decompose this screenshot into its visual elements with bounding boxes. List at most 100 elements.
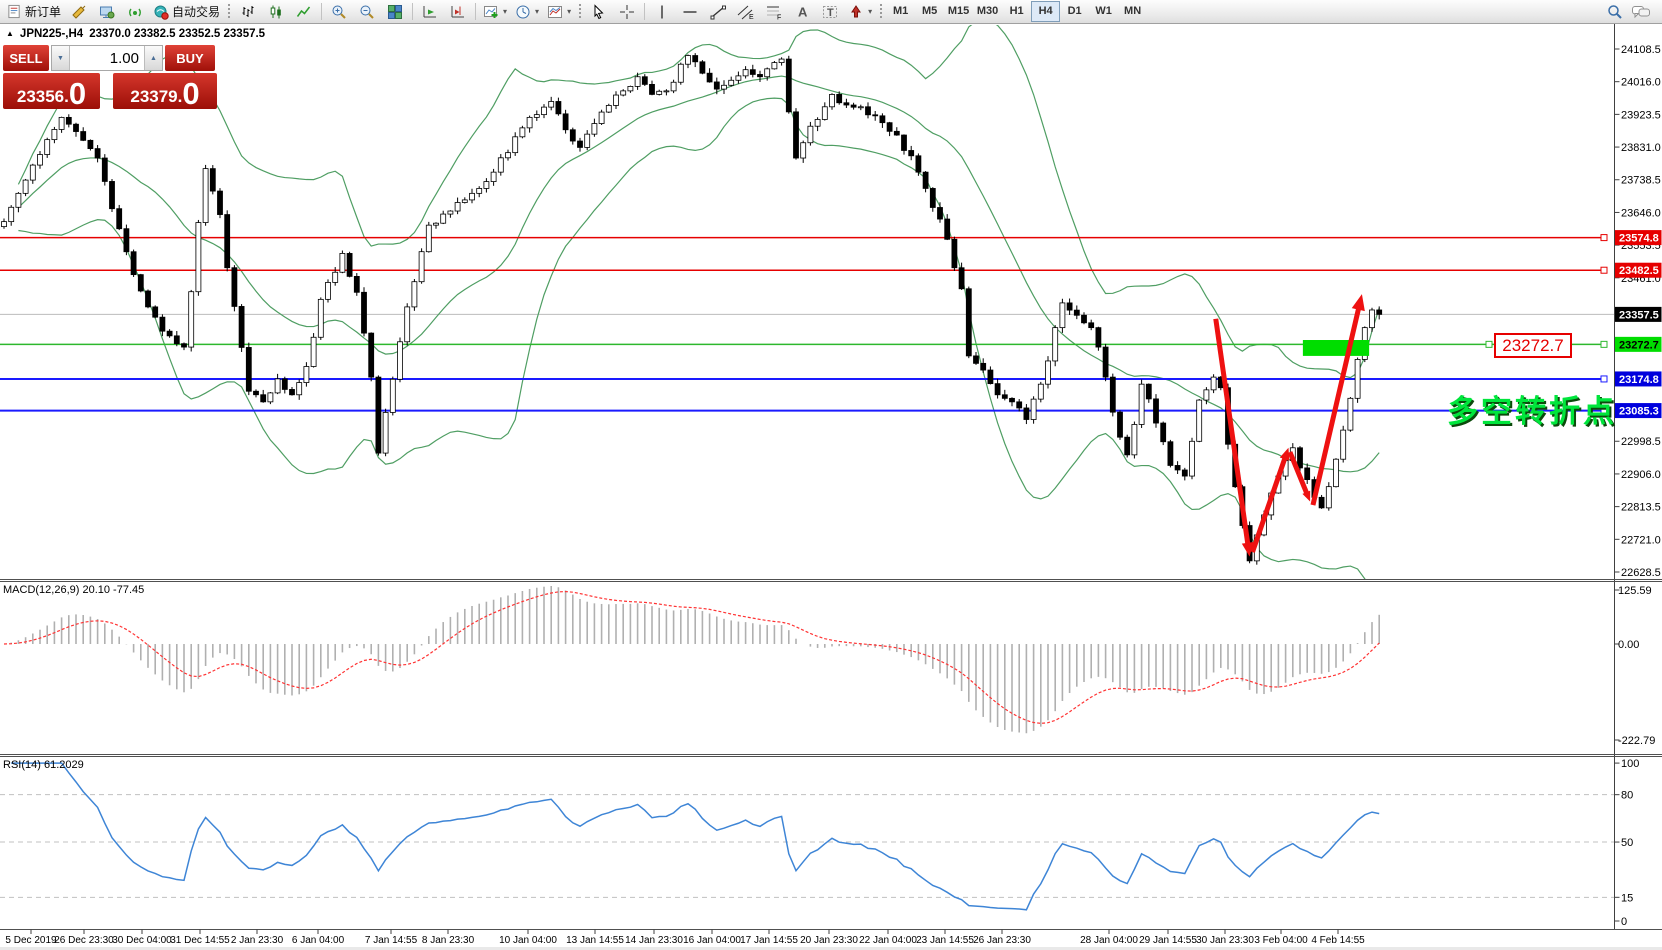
chart-shift-button[interactable] [444,1,472,23]
tile-windows-button[interactable] [381,1,409,23]
bar-chart-button[interactable] [234,1,262,23]
mql-market-button[interactable] [65,1,93,23]
buy-price-int: 23379 [130,87,178,107]
date-tick-label: 22 Jan 04:00 [859,935,917,946]
line-handle[interactable] [1600,407,1608,415]
candlestick-chart-button[interactable] [262,1,290,23]
chart-title: ▲ JPN225-,H4 23370.0 23382.5 23352.5 233… [6,28,265,40]
horizontal-line-button[interactable] [676,1,704,23]
dropdown-arrow-icon: ▾ [567,7,572,16]
price-callout-label[interactable]: 23272.7 [1494,333,1572,358]
timeframe-m30-button[interactable]: M30 [976,5,999,17]
periods-button[interactable]: ▾ [511,1,543,23]
crosshair-button[interactable] [613,1,641,23]
toolbar-separator [644,3,646,20]
channel-button[interactable]: E [732,1,760,23]
trendline-button[interactable] [704,1,732,23]
zoom-in-button[interactable] [325,1,353,23]
chart-shift-icon [451,5,465,17]
auto-scroll-button[interactable] [416,1,444,23]
cursor-button[interactable] [585,1,613,23]
chat-icon[interactable] [1631,4,1651,20]
sell-price-button[interactable]: 23356 . 0 [3,73,100,109]
signals-button[interactable] [121,1,149,23]
fibonacci-button[interactable]: F [760,1,788,23]
timeframe-mn-button[interactable]: MN [1124,5,1142,17]
autotrading-button[interactable]: 自动交易 [149,1,224,23]
buy-price-button[interactable]: 23379 . 0 [113,73,217,109]
new-order-icon [8,4,20,19]
timeframe-h4-button[interactable]: H4 [1031,1,1061,22]
trend-arrow[interactable] [1213,318,1251,549]
line-handle[interactable] [1600,340,1608,348]
date-tick-label: 31 Dec 14:55 [170,935,230,946]
date-tick-label: 26 Jan 23:30 [973,935,1031,946]
candlestick-chart-icon [270,5,281,18]
timeframe-w1-button[interactable]: W1 [1095,5,1112,17]
line-chart-button[interactable] [290,1,318,23]
date-tick-label: 13 Jan 14:55 [566,935,624,946]
expert-advisors-button[interactable] [93,1,121,23]
price-axis[interactable]: 24108.5 24016.0 23923.5 23831.0 23738.5 23646… [0,24,1662,930]
timeframe-m15-button[interactable]: M15 [947,5,970,17]
buy-price-big-digit: 0 [182,75,200,111]
rsi-tick-label: 0 [1621,916,1627,928]
templates-button[interactable]: ▾ [543,1,575,23]
trendline-icon [710,5,727,19]
bollinger-band [17,75,1380,473]
indicators-button[interactable]: ▾ [479,1,511,23]
line-handle[interactable] [1600,375,1608,383]
timeframe-m5-button[interactable]: M5 [921,5,938,17]
volume-input[interactable]: 1.00 [109,49,139,67]
timeframe-d1-button[interactable]: D1 [1067,5,1082,17]
zoom-out-button[interactable] [353,1,381,23]
timeframe-h1-button[interactable]: H1 [1009,5,1024,17]
price-tick-label: 22813.5 [1621,502,1661,514]
price-axis-label [1615,371,1662,387]
line-handle[interactable] [1485,340,1493,348]
clock-icon [516,5,530,18]
date-tick-label: 20 Jan 23:30 [800,935,858,946]
trend-arrow[interactable] [1250,453,1289,553]
line-handle[interactable] [1600,266,1608,274]
signal-icon [129,8,141,16]
arrows-tool-button[interactable]: ▾ [844,1,876,23]
rsi-tick-label: 15 [1621,892,1633,904]
price-axis-label-text: 23574.8 [1619,233,1659,245]
toolbar-drag-handle[interactable] [227,3,232,20]
label-tool-button[interactable]: T [816,1,844,23]
turning-point-annotation[interactable]: 多空转折点 [1447,394,1617,429]
price-axis-label [1615,230,1662,246]
price-tick-label: 24016.0 [1621,77,1661,89]
trend-arrow[interactable] [1310,302,1363,506]
toolbar-separator [475,3,477,20]
toolbar-drag-handle[interactable] [879,3,884,20]
price-axis-label-text: 23482.5 [1619,265,1659,277]
price-axis-label-text: 23357.5 [1619,309,1659,321]
line-chart-icon [296,6,311,17]
buy-button[interactable]: BUY [165,45,215,71]
volume-increase-button[interactable]: ▲ [144,46,162,70]
search-icon[interactable] [1607,4,1623,20]
trend-arrow[interactable] [1287,451,1311,497]
label-tool-icon: T [823,5,838,19]
macd-signal-line [3,590,1380,724]
timeframe-m1-button[interactable]: M1 [892,5,909,17]
price-axis-label [1615,262,1662,278]
buy-price-dot: . [177,87,183,107]
new-order-button[interactable]: 新订单 [3,1,65,23]
text-tool-button[interactable]: A [788,1,816,23]
volume-decrease-button[interactable]: ▼ [52,46,70,70]
line-handle[interactable] [1600,234,1608,242]
date-tick-label: 8 Jan 23:30 [422,935,475,946]
chart-bg[interactable] [0,24,1662,950]
toolbar-drag-handle[interactable] [578,3,583,20]
toolbar-separator [412,3,414,20]
supply-zone-box[interactable] [1302,340,1370,356]
text-tool-icon: A [798,4,808,19]
sell-button[interactable]: SELL [3,45,49,71]
vertical-line-button[interactable] [648,1,676,23]
text-tool-glyph: A [798,4,808,19]
